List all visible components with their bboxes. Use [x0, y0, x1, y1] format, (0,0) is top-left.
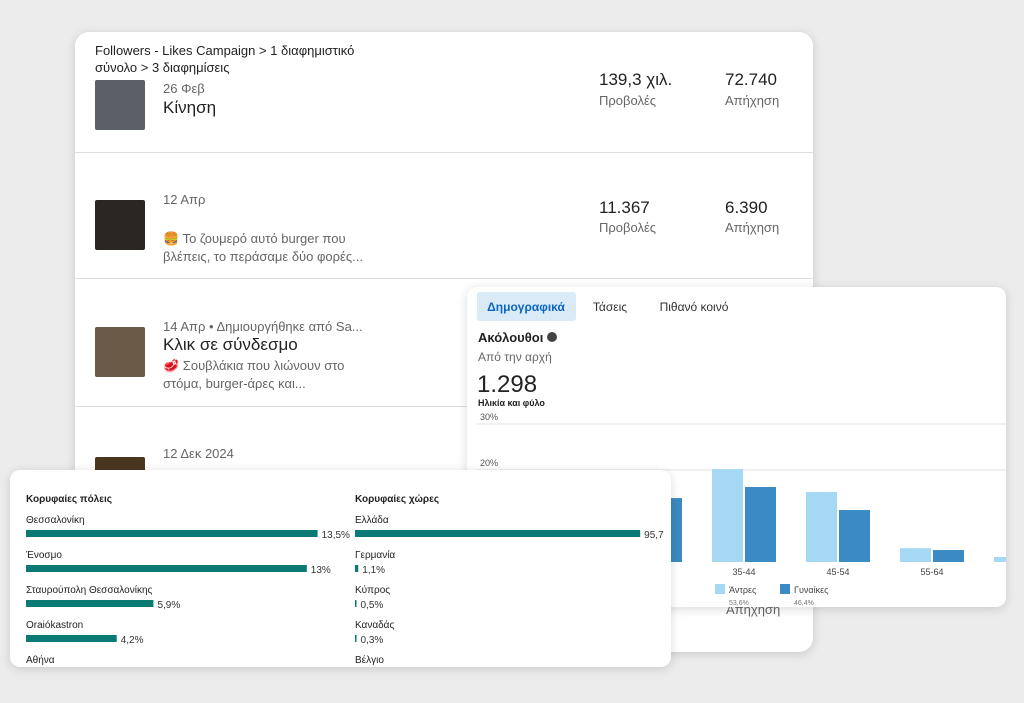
locations-chart: Κορυφαίες πόλεις Κορυφαίες χώρες Θεσσαλο… [25, 494, 664, 666]
views: 11.367 [599, 198, 650, 217]
location-name: Αθήνα [26, 654, 55, 666]
legend-label: Άντρες [729, 585, 757, 595]
views: 139,3 χιλ. [599, 70, 673, 89]
location-name: Καναδάς [355, 619, 394, 631]
reach: 72.740 [725, 70, 777, 89]
period: Από την αρχή [478, 350, 552, 364]
location-name: Θεσσαλονίκη [26, 514, 85, 526]
countries-title: Κορυφαίες χώρες [355, 494, 439, 505]
separator [75, 152, 813, 153]
separator [75, 278, 813, 279]
location-name: Κύπρος [355, 584, 390, 596]
location-value: 95,7 [644, 530, 664, 541]
active-tab-bg [477, 292, 576, 321]
demographics-chart: Δημογραφικά Τάσεις Πιθανό κοινό Ακόλουθο… [477, 292, 1006, 607]
post-date: 14 Απρ • Δημιουργήθηκε από Sa... [163, 319, 363, 334]
x-tick-label: 35-44 [732, 567, 755, 577]
post-text: 🥩 Σουβλάκια που λιώνουν στο στόμα, burge… [163, 358, 345, 391]
tab[interactable]: Τάσεις [593, 300, 627, 314]
location-bar [355, 565, 359, 572]
legend-swatch [780, 584, 790, 594]
legend-share: 46,4% [794, 600, 814, 607]
x-tick-label: 55-64 [920, 567, 943, 577]
bar [712, 469, 743, 562]
views-label: Προβολές [599, 220, 657, 235]
reach-label: Απήχηση [725, 220, 780, 235]
legend-swatch [715, 584, 725, 594]
post-title[interactable]: Κίνηση [163, 98, 217, 117]
tab[interactable]: Πιθανό κοινό [660, 300, 729, 314]
location-name: Ελλάδα [355, 514, 389, 526]
location-value: 13,5% [322, 530, 350, 541]
bar [839, 510, 870, 562]
location-name: Βέλγιο [355, 654, 384, 666]
breadcrumb[interactable]: Followers - Likes Campaign > 1 διαφημιστ… [95, 43, 355, 75]
location-bar [26, 530, 318, 537]
chart-subtitle: Ηλικία και φύλο [478, 398, 545, 408]
reach-label: Απήχηση [725, 93, 780, 108]
locations-card: Κορυφαίες πόλεις Κορυφαίες χώρες Θεσσαλο… [10, 470, 671, 667]
post-title[interactable]: Κλικ σε σύνδεσμο [163, 335, 298, 354]
post-text: 🍔 Το ζουμερό αυτό burger που βλέπεις, το… [163, 231, 363, 264]
followers-count: 1.298 [477, 371, 537, 398]
y-tick-label: 30% [480, 412, 498, 422]
location-value: 4,2% [121, 635, 144, 646]
post-date: 12 Απρ [163, 192, 206, 207]
bar [933, 550, 964, 562]
location-value: 13% [311, 565, 331, 576]
post-date: 26 Φεβ [163, 81, 205, 96]
cities-title: Κορυφαίες πόλεις [26, 494, 112, 505]
legend-label: Γυναίκες [794, 585, 829, 595]
location-name: Γερμανία [355, 549, 395, 561]
separator [75, 406, 813, 407]
location-value: 1,1% [362, 565, 385, 576]
location-bar [26, 635, 117, 642]
location-bar [355, 635, 357, 642]
location-name: Σταυρούπολη Θεσσαλονίκης [26, 584, 153, 596]
bar [745, 487, 776, 562]
y-tick-label: 20% [480, 458, 498, 468]
location-name: Oraiókastron [26, 620, 83, 631]
views-label: Προβολές [599, 93, 657, 108]
post-date: 12 Δεκ 2024 [163, 446, 234, 461]
legend-share: 53,6% [729, 600, 749, 607]
location-value: 0,5% [361, 600, 384, 611]
tab[interactable]: Δημογραφικά [487, 300, 565, 314]
thumbnail[interactable] [95, 327, 145, 377]
thumbnail[interactable] [95, 200, 145, 250]
reach: 6.390 [725, 198, 768, 217]
location-bar [355, 530, 641, 537]
bar [994, 556, 1006, 562]
location-bar [26, 600, 154, 607]
x-tick-label: 45-54 [826, 567, 849, 577]
location-bar [355, 600, 357, 607]
info-icon[interactable] [547, 332, 557, 342]
bar [806, 492, 837, 562]
location-value: 0,3% [361, 635, 384, 646]
bar [900, 548, 931, 562]
location-bar [26, 565, 307, 572]
section-title: Ακόλουθοι [478, 330, 544, 345]
location-value: 5,9% [157, 600, 180, 611]
thumbnail[interactable] [95, 80, 145, 130]
location-name: Ένοσμο [25, 550, 62, 561]
